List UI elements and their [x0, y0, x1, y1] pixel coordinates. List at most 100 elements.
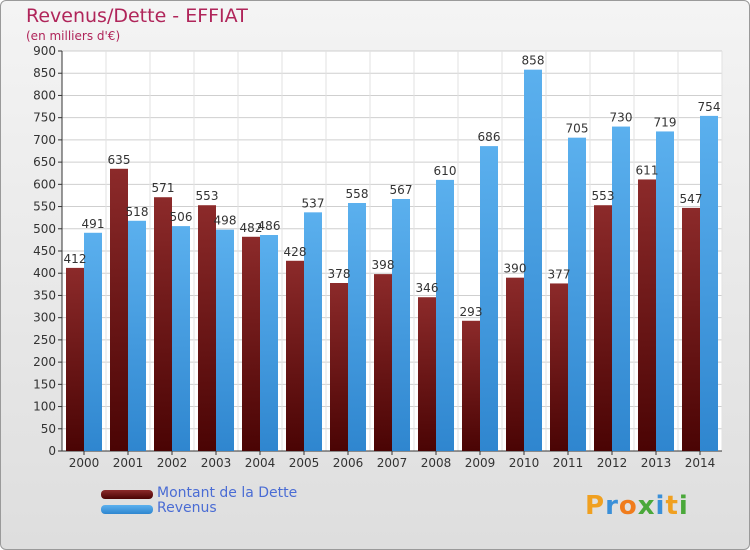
- bar-revenus: [260, 235, 278, 451]
- x-tick-label: 2001: [113, 456, 144, 470]
- x-tick-label: 2004: [245, 456, 276, 470]
- data-label: 686: [478, 130, 501, 144]
- y-tick-label: 150: [33, 377, 56, 391]
- data-label: 346: [416, 281, 439, 295]
- bar-dette: [374, 274, 392, 451]
- y-tick-label: 400: [33, 266, 56, 280]
- y-tick-label: 600: [33, 177, 56, 191]
- x-tick-label: 2014: [685, 456, 716, 470]
- bar-dette: [286, 260, 304, 451]
- data-label: 858: [522, 54, 545, 68]
- logo-letter: i: [655, 491, 666, 521]
- chart-subtitle: (en milliers d'€): [26, 29, 121, 43]
- y-tick-label: 200: [33, 355, 56, 369]
- bar-revenus: [700, 115, 718, 451]
- y-tick-label: 350: [33, 288, 56, 302]
- bar-revenus: [84, 232, 102, 451]
- data-label: 518: [126, 205, 149, 219]
- y-tick-label: 900: [33, 44, 56, 58]
- data-label: 571: [152, 181, 175, 195]
- bar-revenus: [612, 126, 630, 452]
- data-label: 754: [698, 100, 721, 114]
- legend-label-dette: Montant de la Dette: [157, 485, 298, 501]
- bar-revenus: [304, 212, 322, 451]
- x-tick-label: 2011: [553, 456, 584, 470]
- y-tick-label: 250: [33, 333, 56, 347]
- y-tick-label: 50: [41, 422, 56, 436]
- y-tick-label: 700: [33, 133, 56, 147]
- label-layer: 0 50 100 150 200 250 300 350 400 450 500 550 600 650 7…: [33, 44, 720, 470]
- bar-revenus: [128, 220, 146, 451]
- data-label: 390: [504, 262, 527, 276]
- bar-revenus: [436, 179, 454, 451]
- y-tick-label: 300: [33, 311, 56, 325]
- bar-dette: [594, 205, 612, 451]
- bar-revenus: [480, 146, 498, 451]
- logo-letter: i: [678, 491, 689, 521]
- chart-title: Revenus/Dette - EFFIAT: [26, 5, 248, 27]
- x-tick-label: 2013: [641, 456, 672, 470]
- data-label: 553: [196, 189, 219, 203]
- y-tick-label: 800: [33, 88, 56, 102]
- y-tick-label: 500: [33, 222, 56, 236]
- data-label: 498: [214, 214, 237, 228]
- y-tick-label: 100: [33, 400, 56, 414]
- logo-letter: r: [605, 491, 619, 521]
- data-label: 537: [302, 196, 325, 210]
- x-tick-label: 2006: [333, 456, 364, 470]
- x-tick-label: 2007: [377, 456, 408, 470]
- bar-dette: [330, 283, 348, 451]
- data-label: 506: [170, 210, 193, 224]
- logo-letter: o: [618, 491, 638, 521]
- data-label: 378: [328, 267, 351, 281]
- x-tick-label: 2012: [597, 456, 628, 470]
- x-tick-label: 2003: [201, 456, 232, 470]
- legend-swatch-dette: [101, 490, 153, 499]
- bar-dette: [198, 205, 216, 451]
- bar-dette: [110, 168, 128, 451]
- data-label: 412: [64, 252, 87, 266]
- logo-letter: t: [665, 491, 679, 521]
- legend-swatch-revenus: [101, 505, 153, 514]
- bar-revenus: [568, 137, 586, 451]
- data-label: 730: [610, 111, 633, 125]
- x-tick-label: 2008: [421, 456, 452, 470]
- x-tick-label: 2009: [465, 456, 496, 470]
- y-tick-label: 450: [33, 244, 56, 258]
- data-label: 553: [592, 189, 615, 203]
- bar-dette: [462, 320, 480, 451]
- x-tick-label: 2000: [69, 456, 100, 470]
- bar-dette: [682, 207, 700, 451]
- data-label: 428: [284, 245, 307, 259]
- bar-dette: [550, 283, 568, 451]
- legend-label-revenus: Revenus: [157, 500, 217, 516]
- y-tick-label: 0: [48, 444, 56, 458]
- y-tick-label: 650: [33, 155, 56, 169]
- data-label: 547: [680, 192, 703, 206]
- data-label: 377: [548, 267, 571, 281]
- x-tick-label: 2002: [157, 456, 188, 470]
- bar-dette: [242, 236, 260, 451]
- data-label: 491: [82, 217, 105, 231]
- logo-letter: P: [585, 491, 606, 521]
- data-label: 482: [240, 221, 263, 235]
- data-label: 705: [566, 122, 589, 136]
- x-tick-label: 2005: [289, 456, 320, 470]
- data-label: 610: [434, 164, 457, 178]
- data-label: 567: [390, 183, 413, 197]
- y-tick-label: 750: [33, 111, 56, 125]
- proxiti-logo: Proxiti: [585, 491, 689, 521]
- bar-dette: [154, 197, 172, 451]
- y-tick-label: 850: [33, 66, 56, 80]
- bar-revenus: [348, 203, 366, 451]
- data-label: 558: [346, 187, 369, 201]
- y-tick-label: 550: [33, 200, 56, 214]
- data-label: 635: [108, 153, 131, 167]
- bar-layer: [66, 69, 718, 452]
- data-label: 398: [372, 258, 395, 272]
- logo-letter: x: [637, 491, 656, 521]
- bar-dette: [506, 277, 524, 451]
- bar-revenus: [656, 131, 674, 451]
- bar-dette: [638, 179, 656, 451]
